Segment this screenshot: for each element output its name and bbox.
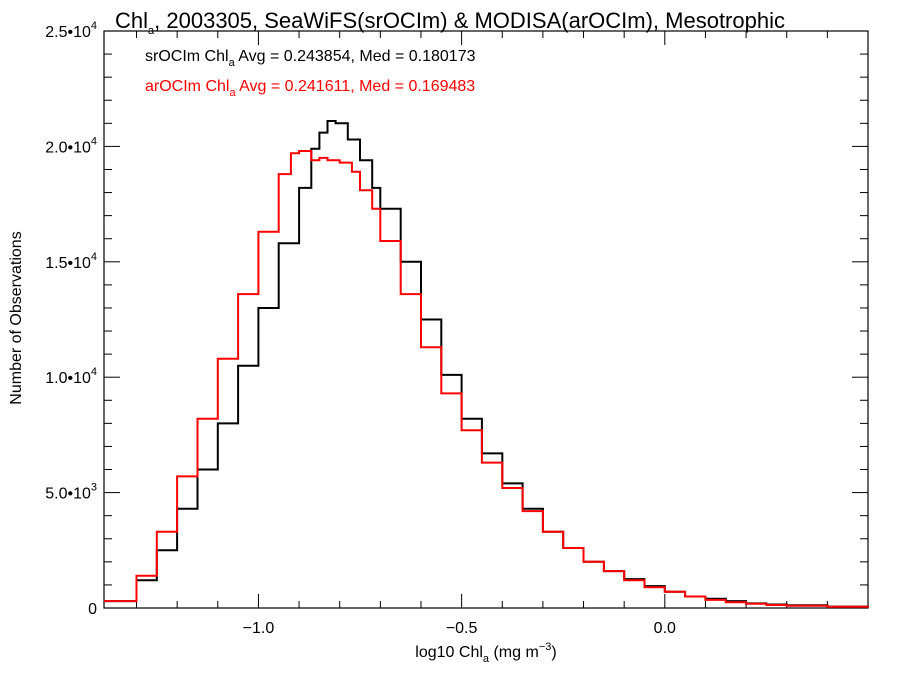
x-tick-label: 0.0: [654, 620, 676, 637]
legend-series-srocim-subscript: a: [229, 57, 236, 69]
y-axis-label: Number of Observations: [8, 231, 25, 404]
x-tick-label: −0.5: [446, 620, 478, 637]
legend-series-srocim-post: Avg = 0.243854, Med = 0.180173: [235, 48, 476, 65]
legend-series-arocim: arOCIm Chla Avg = 0.241611, Med = 0.1694…: [145, 78, 475, 99]
title-rest: , 2003305, SeaWiFS(srOCIm) & MODISA(arOC…: [154, 8, 785, 33]
legend-series-srocim: srOCIm Chla Avg = 0.243854, Med = 0.1801…: [145, 48, 476, 69]
x-axis-label-pre: log10 Chl: [415, 644, 483, 661]
plot-area: −1.0 −0.5 0.0 0 5.0•103 1.0•104 1.5•104 2.0•104…: [45, 20, 869, 637]
legend-series-arocim-subscript: a: [229, 87, 236, 99]
y-tick-label: 1.0•104: [45, 366, 97, 387]
legend-series-arocim-pre: arOCIm Chl: [145, 78, 229, 95]
x-axis-label-end: ): [551, 644, 556, 661]
x-tick-label: −1.0: [243, 620, 275, 637]
legend-series-srocim-pre: srOCIm Chl: [145, 48, 229, 65]
title-main: Chl: [115, 8, 148, 33]
y-tick-label: 2.5•104: [45, 20, 97, 41]
y-tick-label: 0: [88, 601, 97, 618]
y-tick-label: 5.0•103: [45, 482, 97, 503]
y-tick-label: 1.5•104: [45, 251, 97, 272]
series-line-arocim: [104, 150, 869, 608]
x-axis-label: log10 Chla (mg m−3): [415, 641, 556, 665]
y-tick-label: 2.0•104: [45, 135, 97, 156]
x-axis-label-superscript: −3: [539, 641, 552, 653]
x-axis-label-post: (mg m: [489, 644, 539, 661]
chart-title: Chla, 2003305, SeaWiFS(srOCIm) & MODISA(…: [115, 8, 785, 37]
x-axis-label-subscript: a: [483, 653, 490, 665]
plot-frame: [103, 30, 869, 609]
legend-series-arocim-post: Avg = 0.241611, Med = 0.169483: [236, 78, 476, 95]
